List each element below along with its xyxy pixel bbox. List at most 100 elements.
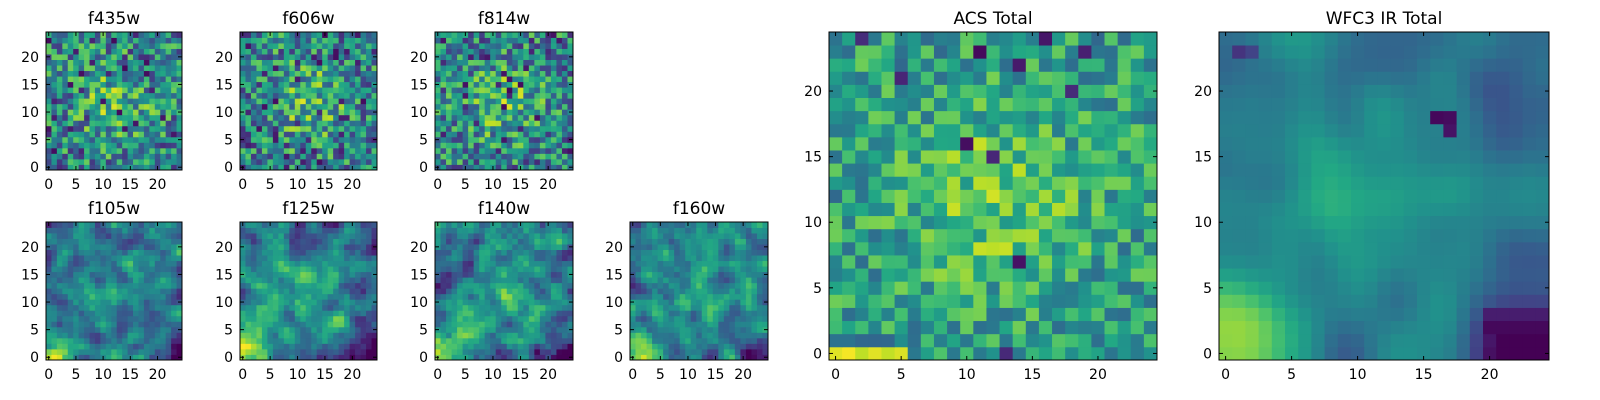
heatmap-cell	[133, 158, 139, 165]
heatmap-cell	[550, 222, 557, 228]
heatmap-cell	[105, 87, 112, 94]
heatmap-cell	[294, 326, 301, 333]
heatmap-cell	[305, 37, 312, 44]
heatmap-cell	[868, 281, 882, 295]
heatmap-cell	[305, 304, 312, 311]
heatmap-cell	[100, 54, 107, 60]
heatmap-cell	[133, 59, 139, 66]
heatmap-cell	[366, 326, 372, 333]
heatmap-cell	[240, 76, 246, 83]
heatmap-cell	[165, 222, 172, 228]
heatmap-cell	[165, 282, 172, 289]
heatmap-cell	[986, 241, 1000, 256]
heatmap-cell	[143, 222, 150, 228]
heatmap-cell	[344, 98, 350, 105]
heatmap-cell	[300, 293, 307, 300]
heatmap-cell	[550, 125, 557, 132]
heatmap-cell	[311, 293, 318, 300]
heatmap-cell	[89, 125, 96, 132]
heatmap-cell	[696, 337, 703, 344]
heatmap-cell	[283, 98, 290, 105]
heatmap-cell	[462, 87, 469, 94]
heatmap-cell	[133, 227, 139, 234]
heatmap-cell	[143, 326, 150, 333]
heatmap-cell	[176, 32, 183, 38]
heatmap-cell	[641, 332, 647, 339]
heatmap-cell	[539, 147, 546, 154]
heatmap-cell	[473, 109, 480, 116]
heatmap-cell	[160, 114, 167, 121]
heatmap-cell	[78, 266, 85, 273]
heatmap-cell	[116, 142, 123, 149]
heatmap-cell	[327, 37, 334, 44]
heatmap-cell	[734, 238, 741, 245]
heatmap-cell	[539, 293, 546, 300]
heatmap-cell	[84, 76, 90, 83]
heatmap-cell	[696, 310, 703, 317]
heatmap-cell	[473, 315, 480, 322]
heatmap-cell	[712, 260, 719, 267]
heatmap-cell	[690, 321, 697, 328]
heatmap-cell	[446, 164, 452, 171]
heatmap-cell	[176, 76, 183, 83]
heatmap-cell	[512, 249, 519, 256]
heatmap-cell	[84, 282, 90, 289]
heatmap-cell	[67, 304, 74, 311]
heatmap-cell	[756, 343, 763, 350]
heatmap-cell	[630, 332, 636, 339]
heatmap-cell	[165, 120, 172, 127]
heatmap-cell	[154, 114, 161, 121]
heatmap-cell	[1052, 320, 1066, 335]
heatmap-cell	[567, 348, 574, 355]
panel-title: f814w	[478, 9, 530, 29]
heatmap-cell	[171, 32, 177, 38]
heatmap-cell	[523, 293, 530, 300]
heatmap-cell	[545, 244, 552, 250]
heatmap-cell	[67, 158, 74, 165]
heatmap-cell	[355, 65, 361, 72]
heatmap-cell	[62, 354, 69, 361]
heatmap-cell	[289, 277, 296, 284]
heatmap-cell	[283, 114, 290, 121]
heatmap-cell	[89, 354, 96, 361]
heatmap-cell	[539, 109, 546, 116]
heatmap-cell	[154, 299, 161, 306]
heatmap-cell	[344, 222, 350, 228]
heatmap-cell	[756, 310, 763, 317]
heatmap-cell	[154, 227, 161, 234]
heatmap-cell	[440, 114, 447, 121]
heatmap-cell	[723, 348, 730, 355]
heatmap-cell	[62, 332, 69, 339]
heatmap-cell	[111, 37, 118, 44]
heatmap-cell	[501, 293, 508, 300]
heatmap-cell	[517, 244, 524, 250]
heatmap-cell	[855, 320, 869, 335]
heatmap-cell	[267, 65, 274, 72]
heatmap-cell	[322, 255, 329, 262]
heatmap-cell	[523, 125, 530, 132]
heatmap-cell	[668, 271, 675, 278]
heatmap-cell	[657, 233, 664, 239]
heatmap-cell	[762, 282, 769, 289]
heatmap-cell	[446, 354, 452, 361]
heatmap-cell	[718, 326, 725, 333]
heatmap-cell	[278, 282, 285, 289]
heatmap-cell	[745, 293, 752, 300]
heatmap-cell	[479, 164, 486, 171]
heatmap-cell	[999, 307, 1014, 322]
heatmap-cell	[550, 37, 557, 44]
heatmap-cell	[512, 114, 519, 121]
heatmap-cell	[245, 131, 252, 138]
heatmap-cell	[495, 321, 502, 328]
heatmap-cell	[89, 87, 96, 94]
heatmap-cell	[745, 337, 752, 344]
heatmap-cell	[256, 142, 263, 149]
heatmap-cell	[89, 315, 96, 322]
heatmap-cell	[881, 307, 895, 322]
heatmap-cell	[1052, 189, 1066, 203]
heatmap-cells	[240, 32, 378, 171]
heatmap-cell	[294, 103, 301, 110]
heatmap-cell	[947, 163, 961, 177]
heatmap-cell	[160, 81, 167, 88]
heatmap-cell	[556, 233, 563, 239]
